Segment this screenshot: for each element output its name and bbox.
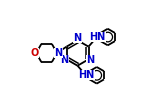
Text: HN: HN [79, 70, 95, 80]
Text: HN: HN [89, 32, 106, 42]
Text: O: O [31, 48, 39, 58]
Text: N: N [54, 48, 63, 58]
Text: N: N [86, 55, 95, 65]
Text: N: N [61, 55, 69, 65]
Text: N: N [73, 33, 82, 43]
